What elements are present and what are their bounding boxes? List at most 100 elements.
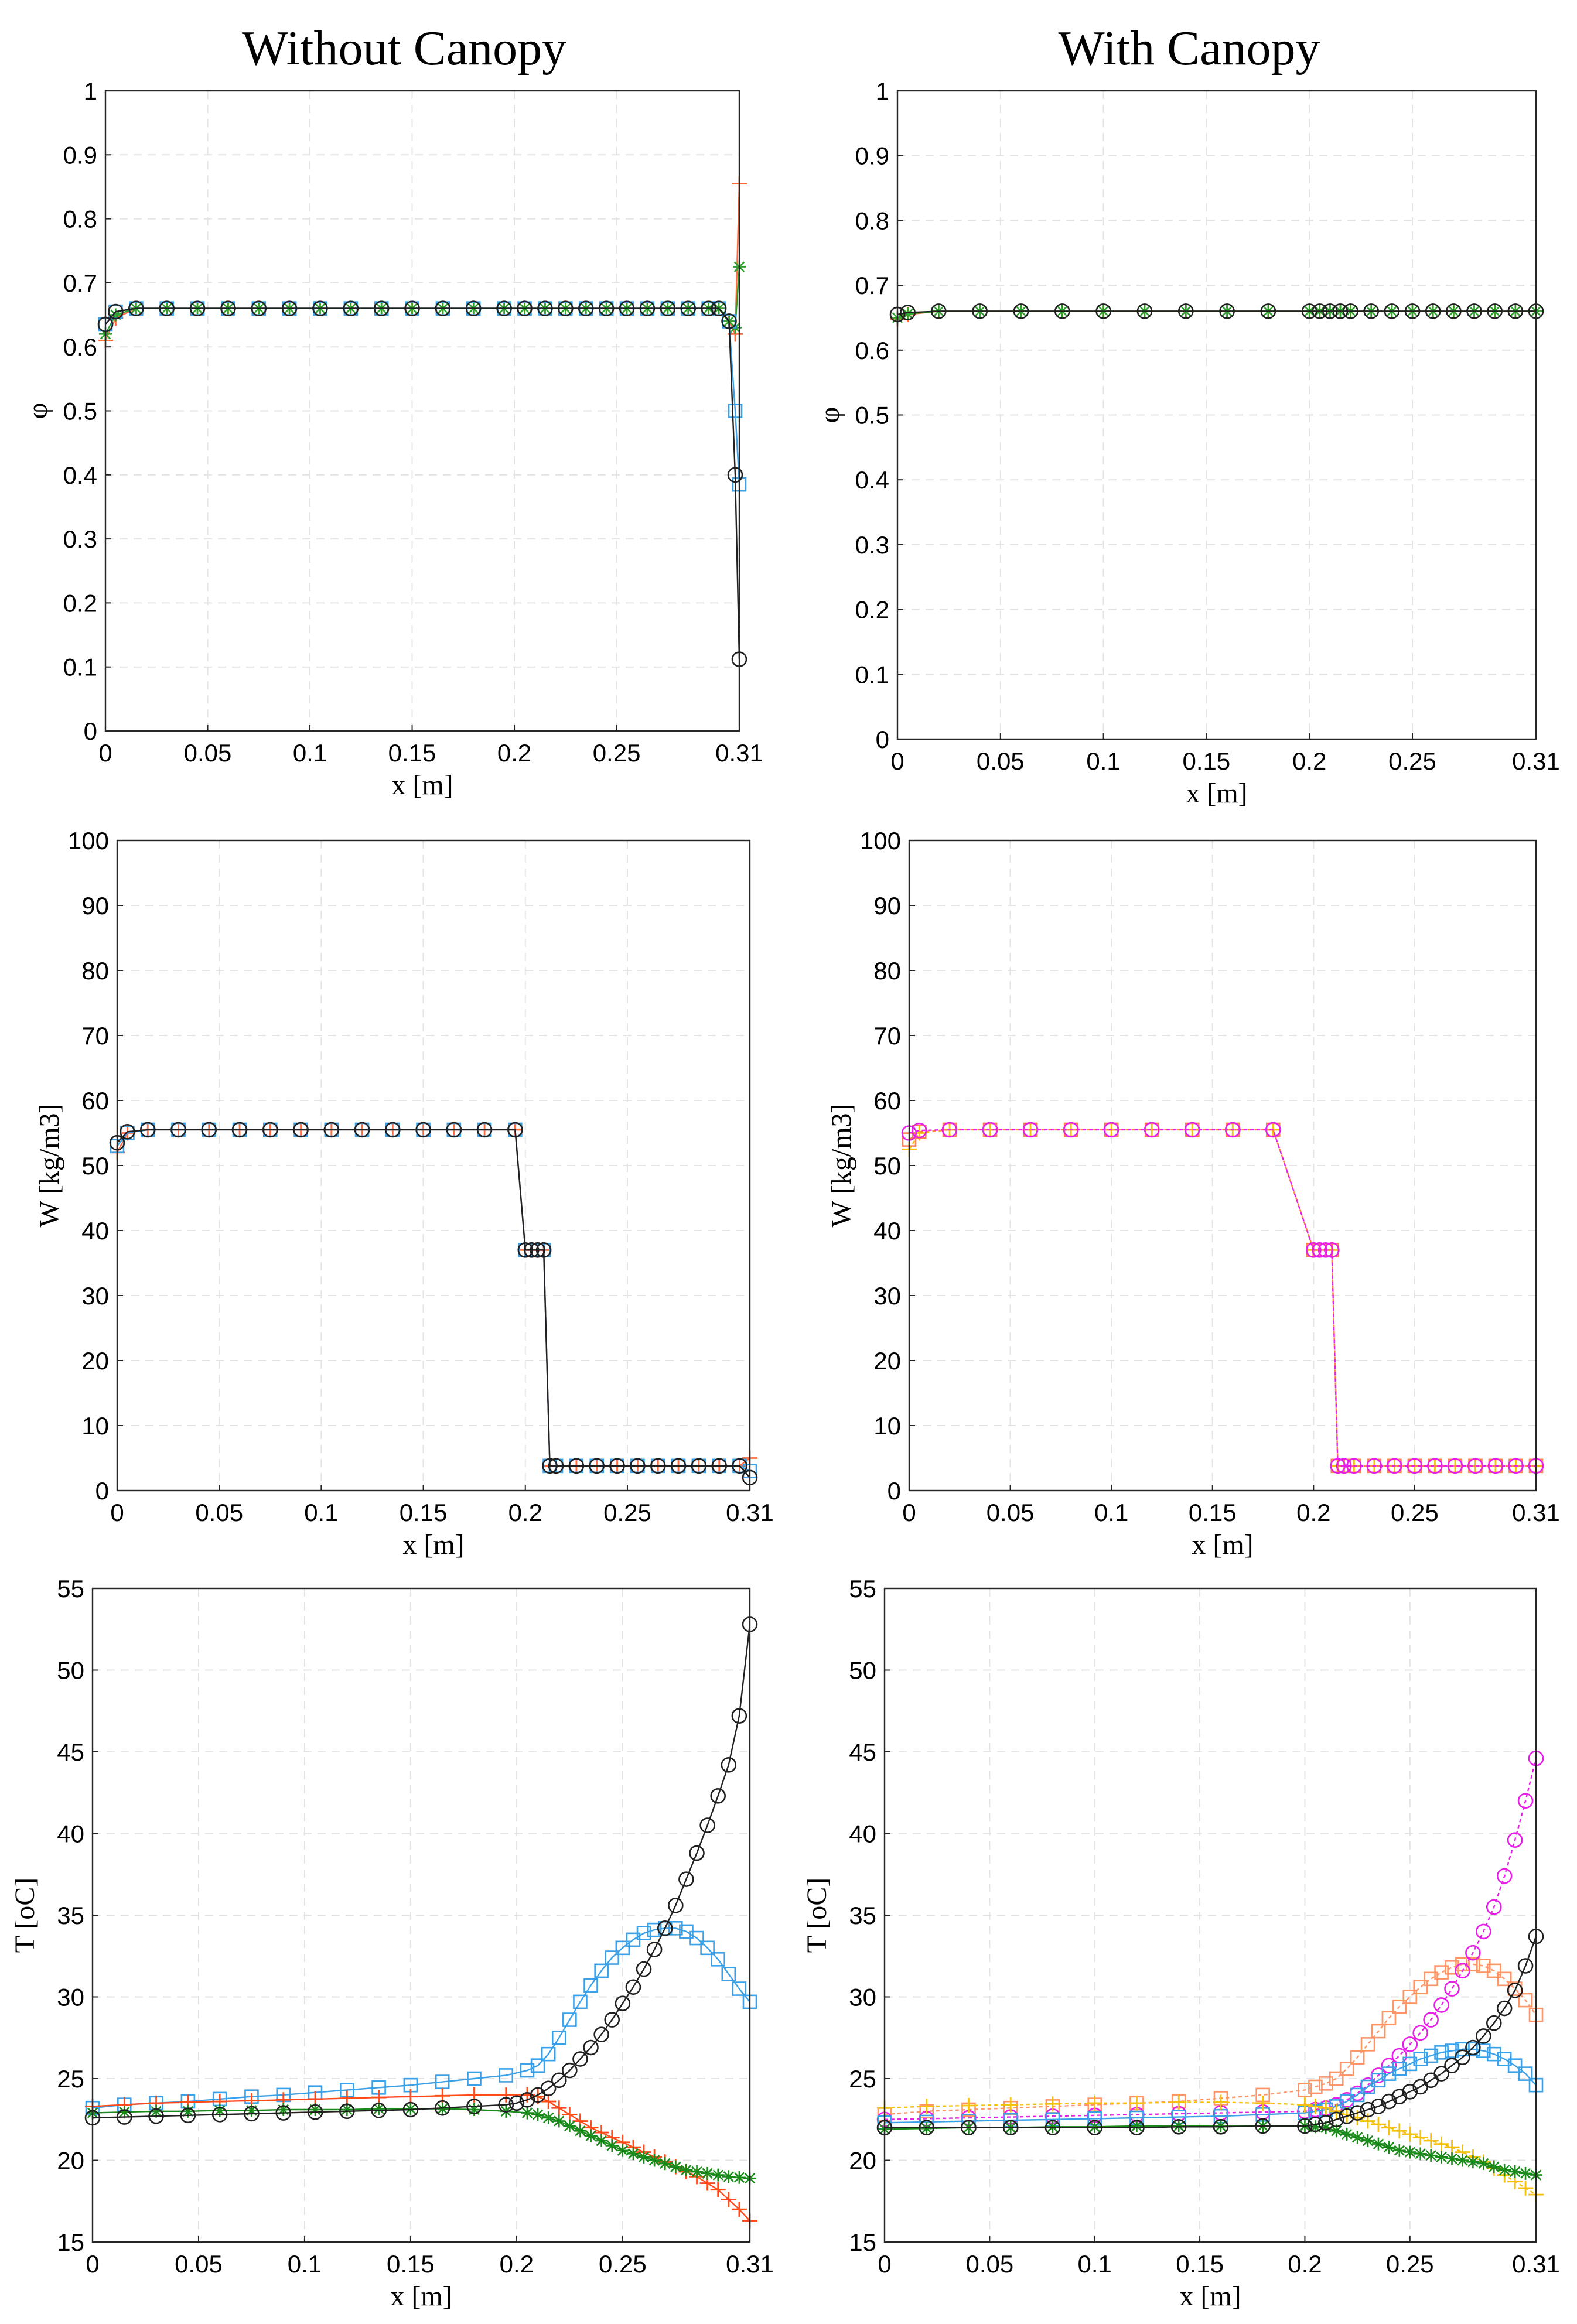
y-tick-label: 30 <box>849 1984 876 2011</box>
data-point-marker <box>1435 2150 1448 2164</box>
data-point-marker <box>700 1940 715 1956</box>
x-tick-label: 0.1 <box>288 2250 322 2278</box>
data-point-marker <box>339 2103 355 2120</box>
axes-frame <box>104 90 740 732</box>
data-point-marker <box>415 1122 431 1138</box>
data-point-marker <box>636 1961 652 1977</box>
data-point-marker <box>680 2164 693 2177</box>
data-point-marker <box>551 2030 566 2045</box>
data-point-marker <box>1360 2037 1375 2052</box>
y-tick-label: 25 <box>57 2065 84 2093</box>
data-point-marker <box>982 1122 998 1138</box>
data-point-marker <box>711 1458 728 1474</box>
data-point-marker <box>727 467 743 483</box>
data-point-marker <box>710 1788 726 1804</box>
y-tick-label: 60 <box>81 1087 109 1115</box>
data-point-marker <box>402 2089 418 2104</box>
data-point-marker <box>1350 2050 1365 2065</box>
data-point-marker <box>1412 2025 1429 2041</box>
data-point-marker <box>1486 2046 1501 2062</box>
data-point-marker <box>201 1122 217 1138</box>
data-point-marker <box>562 2012 577 2027</box>
data-point-marker <box>1467 1458 1483 1474</box>
data-point-marker <box>1381 2058 1397 2073</box>
x-axis-label: x [m] <box>1186 778 1247 809</box>
data-point-marker <box>639 300 656 316</box>
data-point-marker <box>1456 2154 1469 2167</box>
data-point-marker <box>1022 1122 1039 1138</box>
x-tick-label: 0.25 <box>1388 747 1436 775</box>
data-point-marker <box>1412 2130 1428 2145</box>
x-tick-label: 0.15 <box>387 2250 435 2278</box>
y-tick-label: 40 <box>81 1217 109 1245</box>
data-point-marker <box>1002 2120 1019 2135</box>
y-tick-label: 50 <box>57 1657 84 1684</box>
data-point-marker <box>593 2026 609 2042</box>
data-point-marker <box>1171 2094 1187 2110</box>
data-point-marker <box>1424 2048 1438 2063</box>
y-tick-label: 10 <box>81 1412 109 1440</box>
data-point-marker <box>371 2103 387 2118</box>
data-point-marker <box>1427 1458 1443 1474</box>
data-point-marker <box>1433 2136 1449 2152</box>
data-point-marker <box>530 1242 545 1258</box>
x-axis-label: x [m] <box>402 1529 464 1560</box>
y-tick-label: 70 <box>873 1022 901 1050</box>
column-title-without-canopy: Without Canopy <box>242 21 566 76</box>
data-point-marker <box>1517 1793 1534 1809</box>
data-point-marker <box>1433 1997 1449 2013</box>
data-point-marker <box>615 1995 631 2011</box>
data-point-marker <box>1329 2071 1344 2086</box>
data-point-marker <box>732 2171 746 2184</box>
y-axis-label: φ <box>22 403 53 419</box>
data-point-marker <box>668 1921 683 1936</box>
data-point-marker <box>507 1122 523 1138</box>
data-point-marker <box>262 1122 278 1138</box>
data-point-marker <box>711 1952 726 1967</box>
data-point-marker <box>1518 2180 1534 2196</box>
data-point-marker <box>636 1926 651 1940</box>
data-point-marker <box>1466 2155 1480 2169</box>
data-point-marker <box>573 1994 588 2009</box>
x-tick-label: 0.25 <box>593 739 641 767</box>
x-tick-label: 0.31 <box>726 2250 774 2278</box>
x-tick-label: 0.15 <box>388 739 436 767</box>
axes-frame <box>91 1587 751 2243</box>
data-point-marker <box>583 2039 599 2056</box>
y-tick-label: 0 <box>84 717 97 745</box>
x-tick-label: 0.1 <box>1078 2250 1112 2278</box>
data-point-marker <box>1447 1458 1463 1474</box>
data-point-marker <box>170 1122 186 1138</box>
data-point-marker <box>523 1242 540 1258</box>
data-point-marker <box>678 1871 694 1887</box>
x-axis-label: x [m] <box>1192 1529 1253 1560</box>
data-point-marker <box>1336 1458 1352 1474</box>
data-point-marker <box>1391 2123 1407 2139</box>
w-without-canopy-panel: 0 0.05 0.1 0.15 0.2 0.25 0.31 0 10 20 30 40 50 60 70 80… <box>34 827 774 1560</box>
data-point-marker <box>604 2012 620 2028</box>
y-axis-label: W [kg/m3] <box>34 1103 65 1227</box>
data-point-marker <box>658 2157 672 2171</box>
data-point-marker <box>1361 2134 1375 2148</box>
data-point-marker <box>1507 2058 1523 2073</box>
y-tick-label: 100 <box>860 827 901 855</box>
data-point-marker <box>404 2102 417 2115</box>
data-point-marker <box>1392 2061 1407 2076</box>
data-point-marker <box>1404 303 1421 319</box>
data-point-marker <box>434 2100 450 2116</box>
data-point-marker <box>354 1122 370 1138</box>
y-tick-label: 35 <box>849 1902 876 1929</box>
y-tick-label: 30 <box>873 1282 901 1310</box>
data-point-marker <box>148 2108 164 2124</box>
data-point-marker <box>619 300 635 316</box>
data-point-marker <box>563 2119 576 2132</box>
y-tick-label: 0.4 <box>63 462 97 489</box>
data-point-marker <box>535 1242 552 1258</box>
x-tick-label: 0.15 <box>400 1499 448 1526</box>
phi-with-canopy-panel: 0 0.05 0.1 0.15 0.2 0.25 0.31 0 0.1 0.2 0.3 0.4 0.5 0… <box>814 77 1560 809</box>
data-point-marker <box>109 308 122 322</box>
data-point-marker <box>149 2104 163 2118</box>
data-point-marker <box>309 2103 322 2117</box>
data-point-marker <box>710 2182 726 2197</box>
